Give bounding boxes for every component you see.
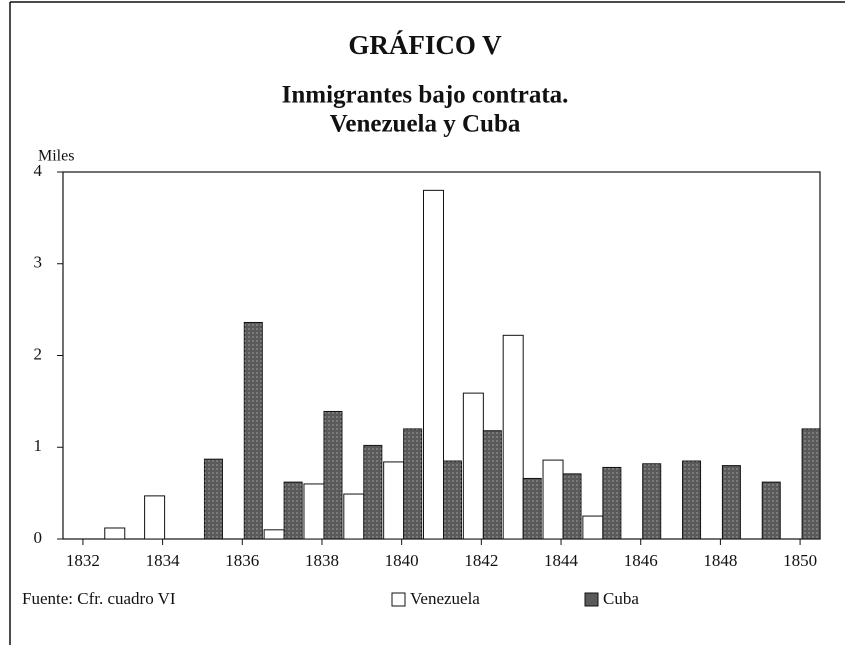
x-tick-label: 1836	[225, 551, 259, 570]
bar-texture	[523, 478, 542, 539]
bar-texture	[403, 428, 422, 539]
bar-texture	[563, 473, 582, 539]
bar	[303, 483, 325, 540]
bar-texture	[363, 445, 382, 539]
bar	[104, 527, 126, 540]
chart-title: GRÁFICO V	[348, 30, 502, 60]
bar	[462, 392, 484, 540]
x-tick-label: 1834	[146, 551, 181, 570]
y-tick-label: 0	[34, 528, 43, 547]
x-tick-label: 1842	[464, 551, 498, 570]
bar	[542, 459, 564, 540]
bar-texture	[602, 467, 621, 539]
bar	[263, 529, 285, 540]
bar-texture	[284, 482, 303, 539]
y-tick-label: 4	[34, 161, 43, 180]
chart-subtitle: Venezuela y Cuba	[330, 111, 521, 138]
bar	[383, 461, 405, 540]
bar-texture	[682, 461, 701, 539]
x-tick-label: 1832	[66, 551, 100, 570]
bar-texture	[762, 482, 781, 539]
bar	[343, 493, 365, 540]
bar	[423, 189, 444, 540]
y-axis-label: Miles	[38, 148, 74, 165]
bar-texture	[802, 428, 821, 539]
bar-texture	[722, 465, 741, 539]
x-tick-label: 1848	[703, 551, 737, 570]
bar	[144, 495, 166, 540]
bar	[502, 334, 524, 540]
x-tick-label: 1844	[544, 551, 579, 570]
source-note: Fuente: Cfr. cuadro VI	[22, 589, 176, 608]
legend-swatch	[584, 592, 599, 607]
bar-texture	[483, 430, 502, 539]
y-tick-label: 1	[34, 436, 43, 455]
bar-texture	[244, 322, 263, 539]
y-tick-label: 2	[34, 344, 43, 363]
y-tick-label: 3	[34, 253, 43, 272]
x-tick-label: 1850	[783, 551, 817, 570]
bar-texture	[204, 459, 223, 539]
x-tick-label: 1840	[385, 551, 419, 570]
bar	[582, 515, 604, 540]
x-tick-label: 1846	[624, 551, 658, 570]
legend-swatch	[391, 592, 406, 607]
x-tick-label: 1838	[305, 551, 339, 570]
bar-texture	[323, 411, 342, 539]
bar-texture	[443, 461, 462, 539]
chart-subtitle: Inmigrantes bajo contrata.	[282, 82, 569, 109]
legend-label: Venezuela	[410, 589, 480, 608]
legend-label: Cuba	[603, 589, 639, 608]
bar-texture	[642, 463, 661, 539]
